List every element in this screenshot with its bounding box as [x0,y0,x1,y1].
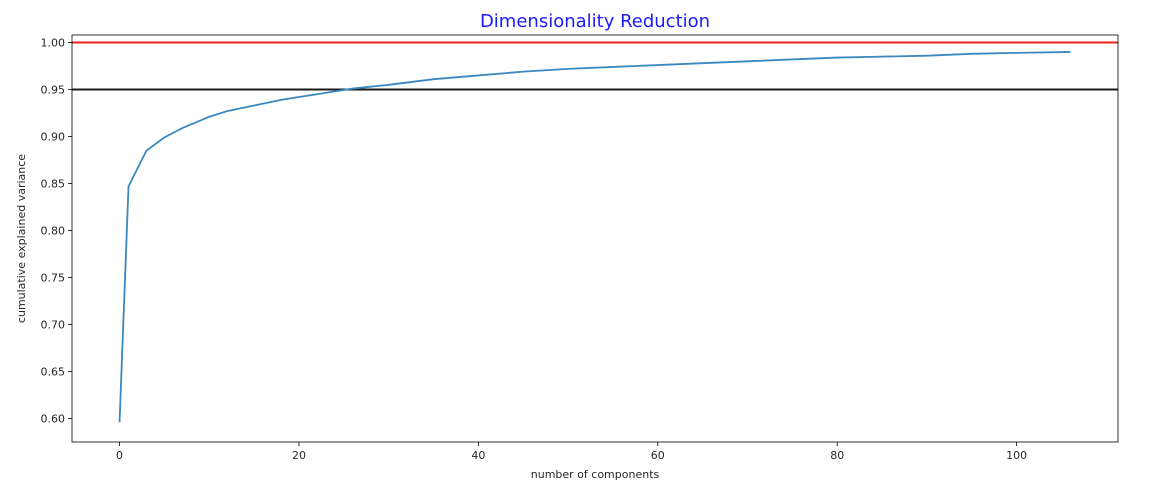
x-tick-label: 20 [292,449,306,462]
x-tick-label: 40 [471,449,485,462]
x-tick-label: 0 [116,449,123,462]
y-tick-label: 0.75 [41,272,66,285]
y-tick-label: 0.80 [41,225,66,238]
x-axis-label: number of components [531,468,660,481]
y-axis-ticks: 0.60 0.65 0.70 0.75 0.80 0.85 0.90 0.95 1.00 [41,37,72,426]
chart-title: Dimensionality Reduction [480,11,710,32]
x-tick-label: 60 [651,449,665,462]
y-tick-label: 0.70 [41,319,66,332]
reference-lines [72,41,1118,91]
x-axis-ticks: 0 20 40 60 80 100 [116,442,1027,462]
y-axis-label: cumulative explained variance [15,154,28,323]
y-tick-label: 0.65 [41,366,66,379]
y-tick-label: 0.85 [41,178,66,191]
x-tick-label: 80 [830,449,844,462]
y-tick-label: 1.00 [41,37,66,50]
x-tick-label: 100 [1006,449,1027,462]
y-tick-label: 0.95 [41,84,66,97]
y-tick-label: 0.60 [41,413,66,426]
series-line [118,51,1071,423]
y-tick-label: 0.90 [41,131,66,144]
plot-frame [71,34,1119,443]
